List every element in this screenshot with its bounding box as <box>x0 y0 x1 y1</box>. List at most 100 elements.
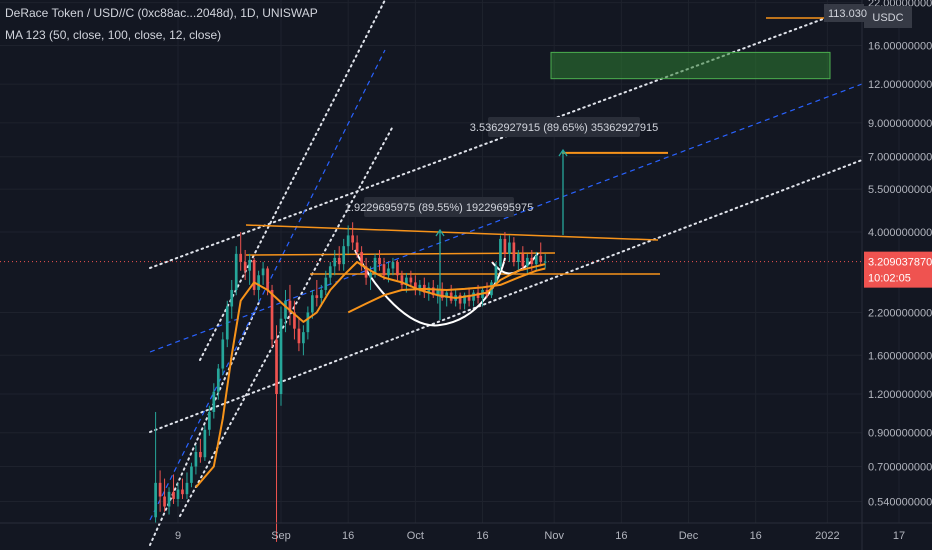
price-tick-label: 1.6000000000 <box>868 350 932 362</box>
candle-body[interactable] <box>512 242 516 263</box>
candle-body[interactable] <box>302 332 305 344</box>
candle-body[interactable] <box>243 262 247 271</box>
candle-body[interactable] <box>230 289 234 307</box>
candle-body[interactable] <box>378 257 381 265</box>
candle-body[interactable] <box>328 266 332 278</box>
measure-arrow-1-head <box>435 228 445 237</box>
candle-body[interactable] <box>445 292 449 298</box>
candle-body[interactable] <box>409 277 413 283</box>
candle-body[interactable] <box>414 282 417 290</box>
candle-body[interactable] <box>387 268 390 276</box>
candle-body[interactable] <box>494 266 498 283</box>
candle-body[interactable] <box>199 451 202 458</box>
candle-body[interactable] <box>346 235 350 247</box>
candle-body[interactable] <box>163 496 166 507</box>
candle-body[interactable] <box>297 328 301 344</box>
candle-body[interactable] <box>436 289 440 296</box>
price-tick-label: 1.2000000000 <box>868 389 932 401</box>
candle-body[interactable] <box>293 312 296 329</box>
candle-body[interactable] <box>467 295 471 301</box>
candle-body[interactable] <box>539 255 543 263</box>
candle-body[interactable] <box>525 257 529 267</box>
candle-body[interactable] <box>337 257 341 265</box>
time-tick-label: 2022 <box>815 530 839 542</box>
candle-body[interactable] <box>203 429 207 458</box>
candle-body[interactable] <box>342 246 346 265</box>
candle-body[interactable] <box>154 482 157 518</box>
candle-body[interactable] <box>517 253 520 263</box>
candle-body[interactable] <box>499 238 502 267</box>
time-tick-label: 16 <box>615 530 627 542</box>
candle-body[interactable] <box>391 262 395 269</box>
candle-body[interactable] <box>364 266 368 278</box>
cup-arc <box>354 249 506 327</box>
candle-body[interactable] <box>360 251 363 267</box>
candle-body[interactable] <box>208 411 211 430</box>
candle-body[interactable] <box>503 238 507 254</box>
candle-body[interactable] <box>266 268 269 290</box>
candle-body[interactable] <box>261 268 265 276</box>
candle-body[interactable] <box>382 264 386 276</box>
candle-body[interactable] <box>311 295 314 313</box>
candle-body[interactable] <box>324 277 328 290</box>
candle-body[interactable] <box>257 275 260 290</box>
candle-body[interactable] <box>530 257 534 265</box>
price-tick-label: 4.0000000000 <box>868 227 932 239</box>
candle-body[interactable] <box>315 295 319 298</box>
support-mid-line <box>245 252 556 256</box>
candle-body[interactable] <box>190 466 193 483</box>
candle-body[interactable] <box>176 489 180 499</box>
candle-body[interactable] <box>355 242 359 252</box>
grid-lines <box>0 0 900 523</box>
currency-badge[interactable]: USDC <box>872 12 903 24</box>
candle-body[interactable] <box>431 287 435 296</box>
candle-body[interactable] <box>248 259 251 271</box>
candle-body[interactable] <box>521 253 525 267</box>
candle-body[interactable] <box>534 255 538 265</box>
candle-body[interactable] <box>225 306 229 340</box>
candle-body[interactable] <box>284 300 287 319</box>
candle-body[interactable] <box>543 261 547 263</box>
candle-body[interactable] <box>221 339 225 369</box>
candle-body[interactable] <box>369 272 372 278</box>
candle-body[interactable] <box>194 451 198 467</box>
candle-body[interactable] <box>167 491 171 507</box>
candle-body[interactable] <box>212 391 216 412</box>
candle-body[interactable] <box>508 242 511 254</box>
time-axis[interactable]: 9 Sep 16 Oct 16 Nov 16 Dec 16 2022 17 <box>0 522 932 542</box>
indicator-legend[interactable]: MA 123 (50, close, 100, close, 12, close… <box>5 28 222 42</box>
candle-body[interactable] <box>333 257 337 267</box>
candle-body[interactable] <box>239 253 243 263</box>
price-tick-label: 9.0000000000 <box>868 118 932 130</box>
candle-body[interactable] <box>373 257 377 273</box>
candle-body[interactable] <box>440 289 444 298</box>
candle-body[interactable] <box>185 482 189 495</box>
candle-body[interactable] <box>319 289 323 298</box>
candle-body[interactable] <box>181 489 184 495</box>
candle-body[interactable] <box>279 318 283 394</box>
candle-body[interactable] <box>270 289 274 340</box>
target-zone-box[interactable] <box>550 51 831 80</box>
candle-body[interactable] <box>288 300 292 313</box>
candle-body[interactable] <box>234 253 238 290</box>
candle-body[interactable] <box>400 275 404 285</box>
price-axis[interactable]: 22.0000000000 16.0000000000 12.0000000000 9… <box>824 0 932 550</box>
measure-label-2-bg <box>488 117 640 137</box>
candle-body[interactable] <box>275 339 278 394</box>
candle-body[interactable] <box>216 368 220 392</box>
candle-body[interactable] <box>158 482 162 497</box>
candle-body[interactable] <box>405 277 408 285</box>
candle-body[interactable] <box>172 491 175 499</box>
time-tick-label: 9 <box>175 530 181 542</box>
resistance-line <box>245 224 659 241</box>
candle-body[interactable] <box>463 295 466 304</box>
candle-body[interactable] <box>458 295 462 304</box>
candle-body[interactable] <box>306 312 310 333</box>
candle-body[interactable] <box>252 259 256 290</box>
candle-body[interactable] <box>396 262 399 276</box>
candle-body[interactable] <box>472 292 475 301</box>
candle-body[interactable] <box>418 284 422 290</box>
candle-body[interactable] <box>351 235 354 243</box>
